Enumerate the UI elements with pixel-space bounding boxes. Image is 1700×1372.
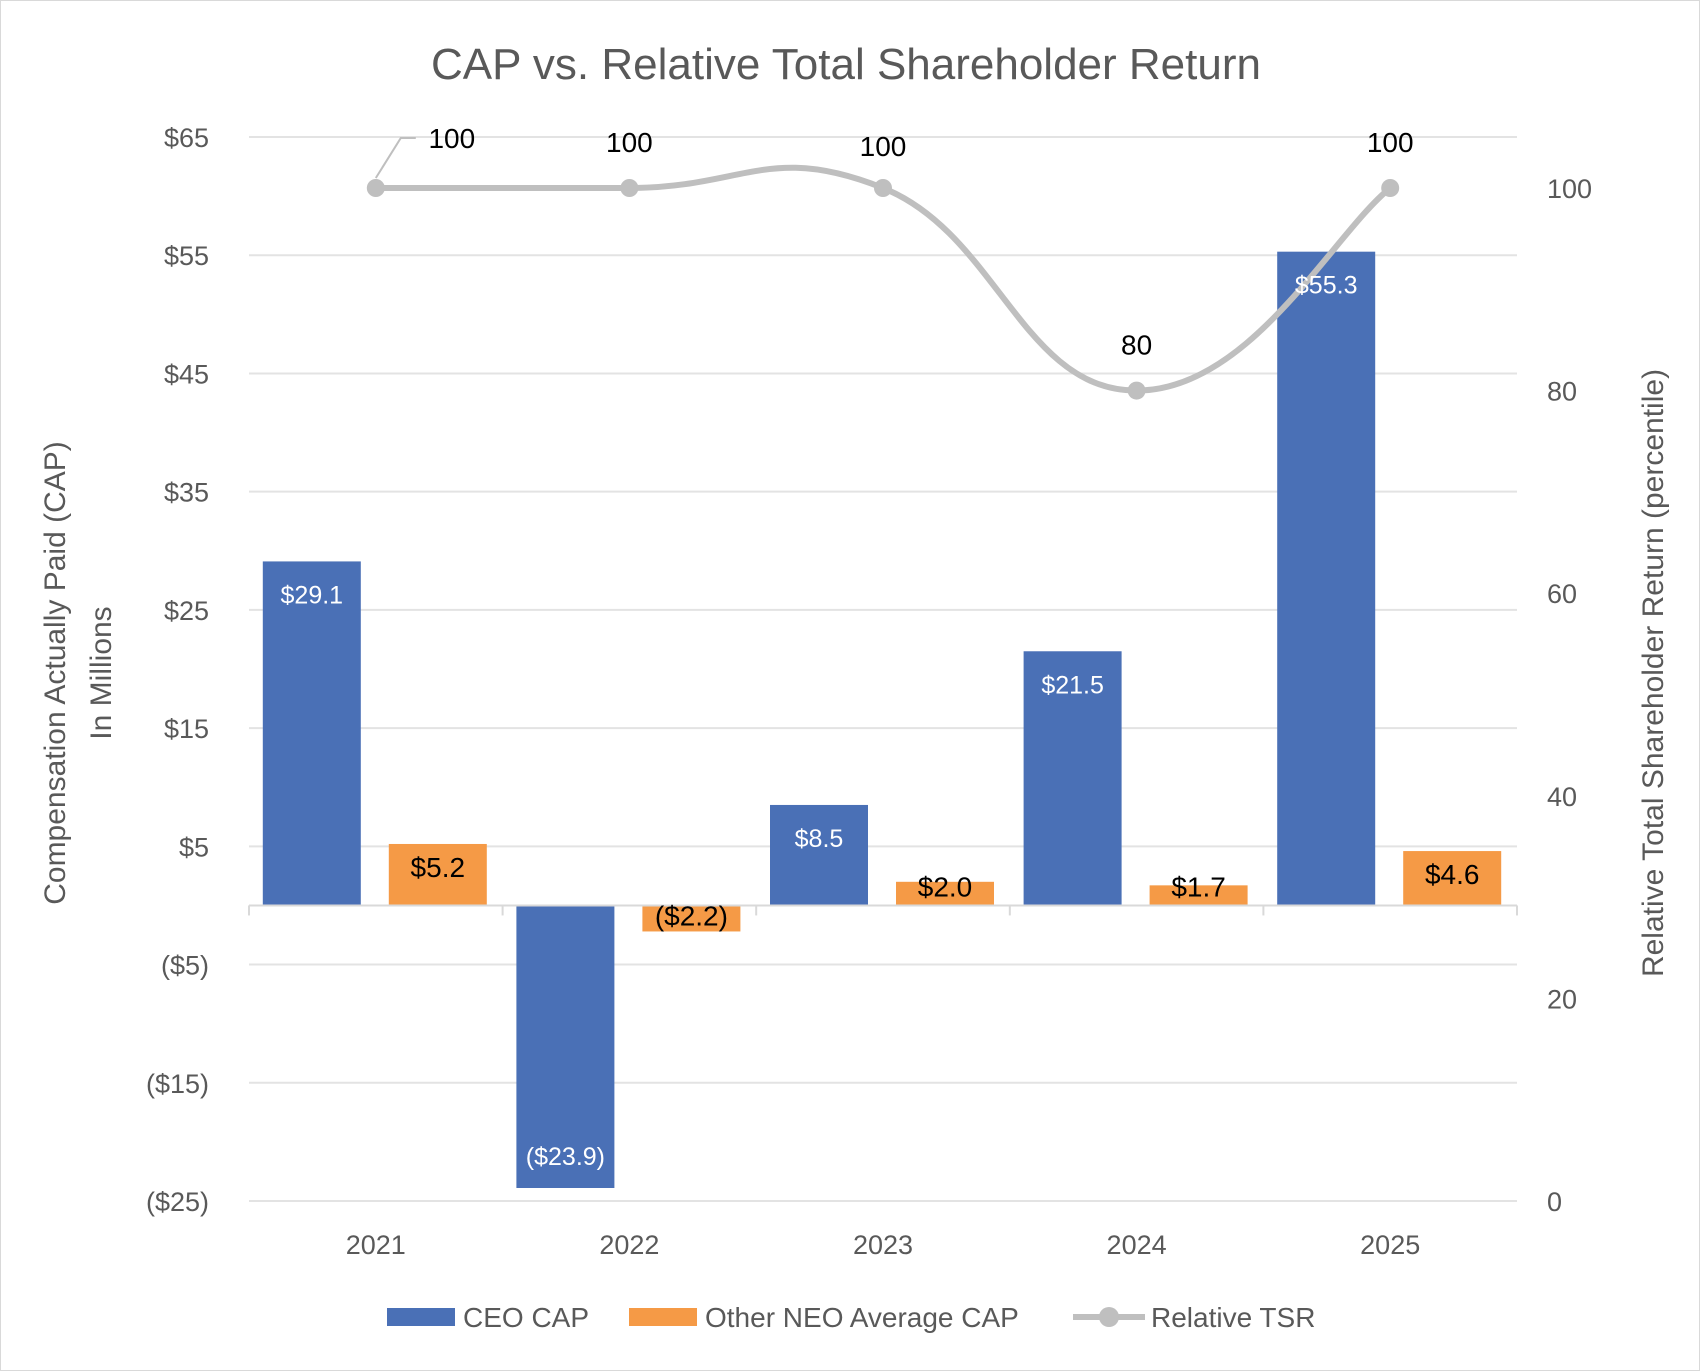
- neo-cap-label: ($2.2): [655, 900, 728, 931]
- neo-cap-label: $4.6: [1425, 859, 1480, 890]
- legend-swatch-neo-cap: [629, 1308, 697, 1326]
- ceo-cap-bar: [262, 561, 361, 906]
- right-tick-label: 0: [1547, 1187, 1562, 1217]
- tsr-point: [620, 179, 639, 197]
- tsr-label: 100: [428, 123, 475, 154]
- x-axis-ticks: 2021 2022 2023 2024 2025: [346, 1230, 1420, 1260]
- neo-cap-label: $2.0: [918, 871, 973, 902]
- right-tick-label: 80: [1547, 377, 1577, 407]
- right-tick-label: 40: [1547, 782, 1577, 812]
- x-tick-label: 2021: [346, 1230, 406, 1260]
- neo-cap-label: $1.7: [1171, 871, 1226, 902]
- data-labels-layer: $29.1 ($23.9) $8.5 $21.5 $55.3 $5.2 ($2.2) $2.0…: [281, 123, 1480, 1171]
- left-axis-title-line1: Compensation Actually Paid (CAP): [39, 441, 72, 905]
- x-tick-label: 2022: [599, 1230, 659, 1260]
- right-axis-ticks: 100 80 60 40 20 0: [1547, 174, 1592, 1217]
- right-tick-label: 100: [1547, 174, 1592, 204]
- neo-cap-bar: [1149, 885, 1248, 906]
- tsr-line: [372, 164, 1394, 394]
- neo-cap-label: $5.2: [411, 852, 466, 883]
- tsr-label: 100: [1367, 127, 1414, 158]
- tsr-line-layer: [366, 137, 1400, 400]
- bars-layer: [262, 251, 1502, 1188]
- left-tick-label: ($15): [146, 1069, 209, 1099]
- left-axis-ticks: $65 $55 $45 $35 $25 $15 $5 ($5) ($15) ($25): [146, 123, 209, 1217]
- tsr-point: [366, 179, 385, 197]
- left-tick-label: $15: [164, 714, 209, 744]
- tsr-point: [1127, 381, 1146, 400]
- legend: CEO CAP Other NEO Average CAP Relative TSR: [387, 1302, 1315, 1333]
- chart-title: CAP vs. Relative Total Shareholder Retur…: [431, 40, 1261, 89]
- ceo-cap-bar: [770, 804, 868, 906]
- left-tick-label: $35: [164, 478, 209, 508]
- neo-cap-bar: [1403, 851, 1502, 906]
- left-tick-label: ($5): [161, 951, 209, 981]
- legend-swatch-ceo-cap: [387, 1308, 455, 1326]
- left-tick-label: ($25): [146, 1187, 209, 1217]
- neo-cap-bar: [642, 905, 741, 932]
- right-tick-label: 20: [1547, 984, 1577, 1014]
- ceo-cap-bar: [1023, 651, 1122, 906]
- left-tick-label: $65: [164, 123, 209, 153]
- legend-label-ceo-cap: CEO CAP: [463, 1302, 589, 1333]
- x-tick-label: 2025: [1360, 1230, 1420, 1260]
- zero-axis: [248, 904, 1518, 916]
- tsr-leader-line: [374, 137, 416, 179]
- legend-label-tsr: Relative TSR: [1151, 1302, 1315, 1333]
- legend-marker-tsr: [1099, 1307, 1119, 1327]
- ceo-cap-bar: [516, 905, 615, 1188]
- right-tick-label: 60: [1547, 579, 1577, 609]
- tsr-label: 100: [606, 127, 653, 158]
- ceo-cap-label: $55.3: [1295, 272, 1358, 300]
- left-tick-label: $25: [164, 596, 209, 626]
- left-axis-title-line2: In Millions: [85, 606, 118, 739]
- x-tick-label: 2024: [1107, 1230, 1167, 1260]
- tsr-label: 80: [1121, 330, 1152, 361]
- right-axis-title: Relative Total Shareholder Return (perce…: [1637, 369, 1670, 977]
- ceo-cap-label: $21.5: [1041, 671, 1104, 699]
- neo-cap-bar: [896, 881, 994, 906]
- x-tick-label: 2023: [853, 1230, 913, 1260]
- tsr-label: 100: [860, 131, 907, 162]
- left-tick-label: $55: [164, 241, 209, 271]
- legend-label-neo-cap: Other NEO Average CAP: [705, 1302, 1019, 1333]
- ceo-cap-label: $29.1: [281, 581, 344, 609]
- left-tick-label: $5: [179, 832, 209, 862]
- ceo-cap-label: ($23.9): [526, 1143, 605, 1171]
- tsr-point: [874, 179, 892, 197]
- tsr-point: [1381, 179, 1400, 197]
- left-tick-label: $45: [164, 359, 209, 389]
- ceo-cap-label: $8.5: [795, 825, 844, 853]
- neo-cap-bar: [388, 843, 487, 906]
- ceo-cap-bar: [1277, 251, 1376, 906]
